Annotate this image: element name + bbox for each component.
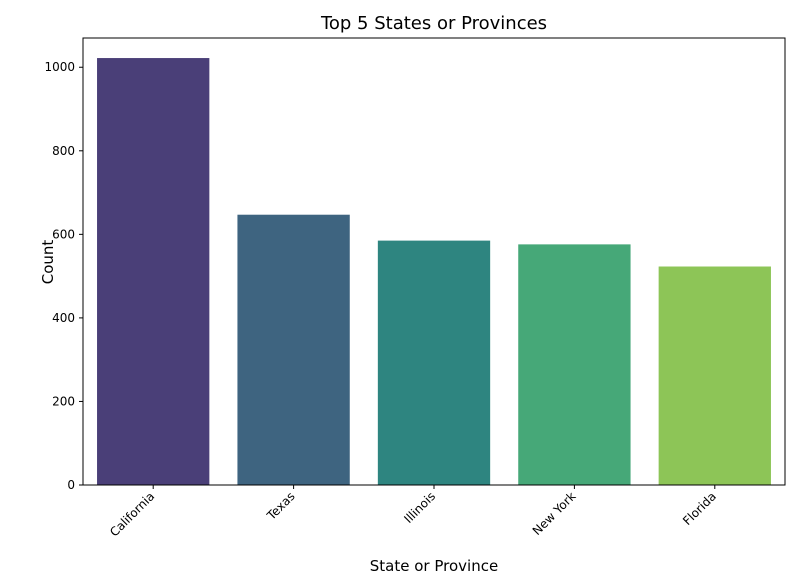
y-axis: 0 200 400 600 800 1000 (44, 60, 83, 492)
bar-florida (658, 266, 771, 485)
y-axis-label: Count (39, 240, 57, 285)
chart-title: Top 5 States or Provinces (320, 13, 547, 34)
y-tick-label: 600 (52, 227, 75, 241)
x-tick-label: New York (530, 489, 579, 538)
y-tick-label: 0 (67, 478, 75, 492)
x-tick-label: Illinois (401, 489, 438, 526)
bar-california (97, 58, 210, 485)
x-axis: California Texas Illinois New York Florida (107, 485, 719, 539)
bar-texas (237, 214, 350, 485)
y-tick-label: 400 (52, 311, 75, 325)
x-tick-label: California (107, 489, 157, 539)
x-tick-label: Texas (264, 489, 298, 523)
y-tick-label: 200 (52, 394, 75, 408)
bars-layer (97, 58, 771, 485)
x-axis-label: State or Province (370, 557, 498, 575)
x-tick-label: Florida (680, 489, 719, 528)
bar-new-york (518, 244, 631, 485)
y-tick-label: 1000 (44, 60, 75, 74)
y-tick-label: 800 (52, 144, 75, 158)
bar-illinois (377, 240, 491, 485)
plot-frame (82, 37, 786, 486)
